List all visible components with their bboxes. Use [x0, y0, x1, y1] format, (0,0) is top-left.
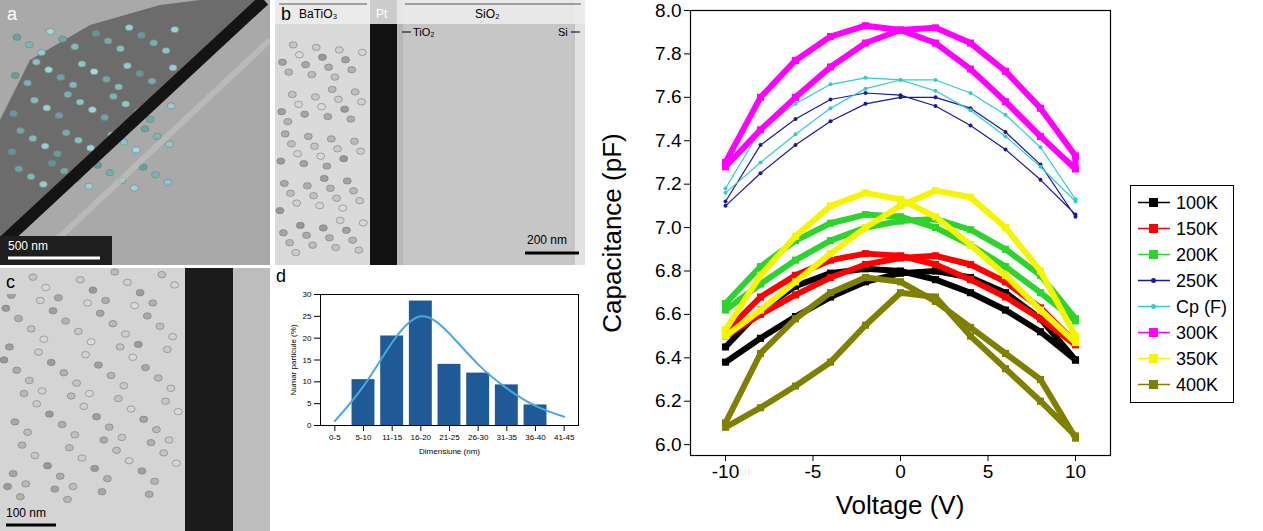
svg-text:Si: Si [558, 26, 568, 38]
svg-text:16-20: 16-20 [411, 433, 432, 442]
svg-text:b: b [281, 4, 291, 24]
svg-text:36-40: 36-40 [525, 433, 546, 442]
svg-text:7.2: 7.2 [655, 173, 681, 194]
svg-text:31-35: 31-35 [497, 433, 518, 442]
html-text:400K: 400K [1176, 374, 1218, 395]
svg-text:6.6: 6.6 [655, 303, 681, 324]
svg-text:5: 5 [307, 399, 312, 408]
svg-text:SiO₂: SiO₂ [475, 7, 500, 21]
svg-text:7.6: 7.6 [655, 86, 681, 107]
svg-text:26-30: 26-30 [468, 433, 489, 442]
svg-text:11-15: 11-15 [382, 433, 402, 442]
html-text:150K: 150K [1176, 218, 1218, 239]
svg-text:41-45: 41-45 [554, 433, 575, 442]
svg-text:10: 10 [303, 377, 312, 386]
html-text:250K: 250K [1176, 270, 1218, 291]
svg-text:Numar particule (%): Numar particule (%) [289, 324, 298, 395]
html-text:300K: 300K [1176, 322, 1218, 343]
svg-text:8.0: 8.0 [655, 0, 681, 21]
svg-text:-5: -5 [805, 461, 822, 482]
svg-text:200 nm: 200 nm [527, 233, 567, 247]
svg-text:0-5: 0-5 [329, 433, 341, 442]
svg-text:5: 5 [983, 461, 994, 482]
svg-text:6.4: 6.4 [655, 347, 682, 368]
html-text:d: d [276, 266, 286, 286]
svg-text:21-25: 21-25 [439, 433, 460, 442]
svg-text:BaTiO₃: BaTiO₃ [299, 7, 338, 21]
svg-text:0: 0 [895, 461, 906, 482]
svg-text:-10: -10 [712, 461, 739, 482]
svg-text:7.0: 7.0 [655, 217, 681, 238]
svg-text:15: 15 [303, 356, 312, 365]
html-text:Voltage (V): Voltage (V) [835, 490, 965, 520]
svg-text:500 nm: 500 nm [8, 239, 48, 253]
svg-text:5-10: 5-10 [355, 433, 372, 442]
html-text:Capacitance (pF): Capacitance (pF) [597, 132, 627, 333]
html-text:350K: 350K [1176, 348, 1218, 369]
svg-text:6.0: 6.0 [655, 434, 681, 455]
svg-text:20: 20 [303, 334, 312, 343]
svg-text:c: c [6, 272, 15, 292]
svg-text:Pt: Pt [376, 7, 388, 21]
svg-text:30: 30 [303, 290, 312, 299]
html-text:Cp (F): Cp (F) [1176, 296, 1227, 317]
svg-text:6.2: 6.2 [655, 390, 681, 411]
svg-text:7.4: 7.4 [655, 130, 682, 151]
html-text:200K: 200K [1176, 244, 1218, 265]
svg-text:a: a [7, 4, 18, 24]
html-text:100K: 100K [1176, 192, 1218, 213]
svg-text:100 nm: 100 nm [6, 506, 46, 520]
svg-text:Dimensiune (nm): Dimensiune (nm) [419, 447, 480, 456]
svg-text:25: 25 [303, 312, 312, 321]
svg-text:7.8: 7.8 [655, 43, 681, 64]
svg-text:6.8: 6.8 [655, 260, 681, 281]
svg-text:TiO₂: TiO₂ [413, 26, 435, 38]
svg-text:0: 0 [307, 421, 312, 430]
svg-text:10: 10 [1065, 461, 1086, 482]
